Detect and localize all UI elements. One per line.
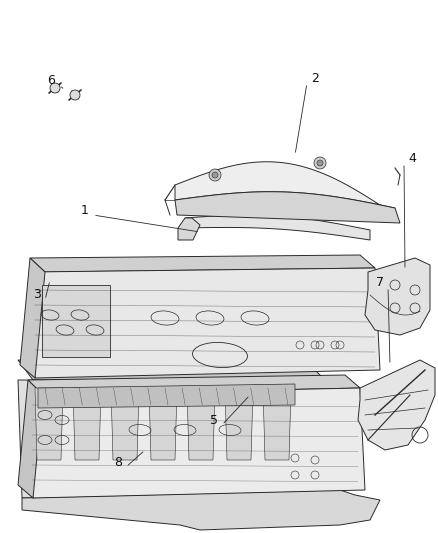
Polygon shape [22, 490, 380, 530]
Polygon shape [149, 388, 177, 460]
Polygon shape [175, 192, 400, 223]
Polygon shape [365, 258, 430, 335]
Polygon shape [35, 388, 63, 460]
Text: 7: 7 [376, 276, 384, 288]
Polygon shape [111, 388, 139, 460]
Text: 3: 3 [33, 288, 41, 302]
Circle shape [209, 169, 221, 181]
Polygon shape [18, 360, 325, 380]
Polygon shape [185, 215, 370, 240]
Polygon shape [187, 388, 215, 460]
Text: 1: 1 [81, 204, 89, 216]
Polygon shape [18, 380, 330, 498]
Text: 6: 6 [47, 74, 55, 86]
Circle shape [212, 172, 218, 178]
Polygon shape [28, 388, 365, 498]
Text: 8: 8 [114, 456, 122, 469]
Circle shape [70, 90, 80, 100]
Polygon shape [358, 360, 435, 450]
Circle shape [317, 160, 323, 166]
Polygon shape [175, 161, 395, 215]
Text: 2: 2 [311, 71, 319, 85]
Polygon shape [38, 384, 295, 408]
Polygon shape [225, 388, 253, 460]
Polygon shape [263, 388, 291, 460]
Polygon shape [30, 268, 380, 378]
Polygon shape [20, 258, 45, 378]
Text: 4: 4 [408, 151, 416, 165]
Circle shape [314, 157, 326, 169]
Polygon shape [18, 380, 43, 498]
Circle shape [50, 83, 60, 93]
Polygon shape [178, 218, 200, 240]
Polygon shape [30, 255, 375, 272]
Text: 5: 5 [210, 414, 218, 426]
Polygon shape [28, 375, 360, 395]
Polygon shape [73, 388, 101, 460]
FancyBboxPatch shape [42, 285, 110, 357]
